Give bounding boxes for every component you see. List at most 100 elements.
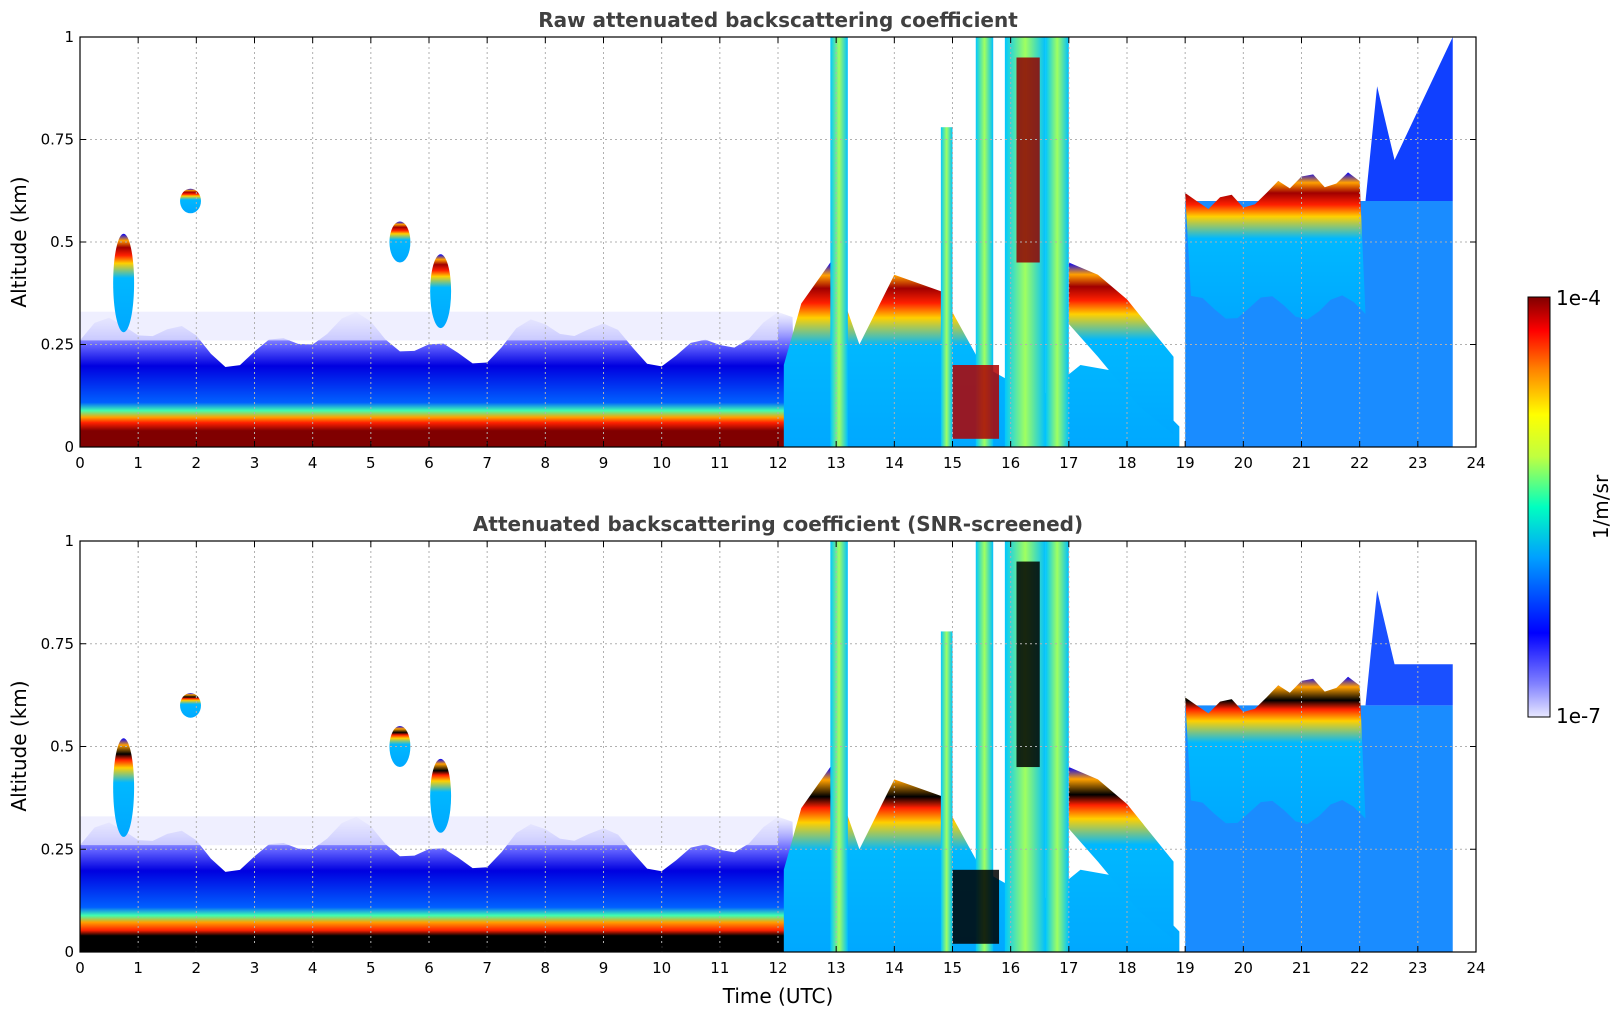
y-tick-label: 0.75 <box>41 131 74 149</box>
x-tick-labels: 0 1 2 3 4 5 6 7 8 9 10 11 12 13 14 15 16 17 18 19 20 21 22 23 24 <box>75 541 1486 977</box>
cloud-deck-mark <box>1185 676 1366 825</box>
aerosol-layer-mark <box>80 816 796 952</box>
x-tick-label: 1 <box>133 959 143 977</box>
elevated-cloud-mark <box>1068 262 1174 435</box>
plume-mark <box>430 758 452 833</box>
plume-mark <box>430 254 452 329</box>
x-tick-label: 19 <box>1176 959 1195 977</box>
x-tick-label: 22 <box>1350 454 1369 472</box>
x-tick-label: 2 <box>192 454 202 472</box>
x-tick-label: 18 <box>1117 959 1136 977</box>
chart-title: Attenuated backscattering coefficient (S… <box>473 512 1083 536</box>
x-tick-labels: 0 1 2 3 4 5 6 7 8 9 10 11 12 13 14 15 16 17 18 19 20 21 22 23 24 <box>75 37 1486 472</box>
y-tick-labels: 0 0.25 0.5 0.75 1 <box>41 532 1476 961</box>
convective-layer-mark <box>783 262 1180 447</box>
y-tick-label: 0 <box>64 943 74 961</box>
x-tick-label: 23 <box>1408 454 1427 472</box>
x-tick-label: 20 <box>1234 959 1253 977</box>
x-tick-label: 5 <box>366 959 376 977</box>
x-tick-label: 20 <box>1234 454 1253 472</box>
x-tick-label: 18 <box>1117 454 1136 472</box>
x-tick-label: 5 <box>366 454 376 472</box>
colorbar: 1e-4 1e-7 1/m/sr <box>1527 286 1613 728</box>
x-tick-label: 2 <box>192 959 202 977</box>
plume-mark <box>389 725 411 768</box>
x-tick-label: 15 <box>943 959 962 977</box>
gridlines <box>80 37 1476 447</box>
colorbar-unit-label: 1/m/sr <box>1589 474 1613 539</box>
x-tick-label: 16 <box>1001 959 1020 977</box>
y-tick-label: 0.25 <box>41 840 74 858</box>
colorbar-min-label: 1e-7 <box>1556 704 1601 728</box>
cloud-core-mark <box>952 365 1000 439</box>
y-tick-label: 0 <box>64 438 74 456</box>
x-tick-label: 9 <box>599 959 609 977</box>
x-tick-label: 4 <box>308 959 318 977</box>
x-tick-label: 3 <box>250 959 260 977</box>
x-axis-label: Time (UTC) <box>722 984 834 1008</box>
x-tick-label: 1 <box>133 454 143 472</box>
elevated-cloud-mark <box>1068 767 1174 940</box>
x-tick-label: 19 <box>1176 454 1195 472</box>
y-tick-labels: 0 0.25 0.5 0.75 1 <box>41 28 1476 456</box>
convective-layer-mark <box>783 767 1180 952</box>
x-tick-label: 24 <box>1466 454 1485 472</box>
y-tick-label: 1 <box>64 28 74 46</box>
aerosol-layer-mark <box>80 312 796 447</box>
chart-title: Raw attenuated backscattering coefficien… <box>538 8 1018 32</box>
x-tick-label: 10 <box>652 454 671 472</box>
plume-mark <box>389 221 411 263</box>
cloud-tower-mark <box>940 127 953 447</box>
x-tick-label: 11 <box>710 959 729 977</box>
x-tick-label: 17 <box>1059 959 1078 977</box>
x-tick-label: 9 <box>599 454 609 472</box>
x-tick-label: 13 <box>827 959 846 977</box>
colorbar-scale <box>1527 296 1551 718</box>
x-tick-label: 23 <box>1408 959 1427 977</box>
panel-raw-backscatter: Raw attenuated backscattering coefficien… <box>7 8 1486 472</box>
x-tick-label: 21 <box>1292 959 1311 977</box>
x-tick-label: 6 <box>424 454 434 472</box>
x-tick-label: 11 <box>710 454 729 472</box>
x-tick-label: 7 <box>482 454 492 472</box>
y-tick-label: 0.75 <box>41 635 74 653</box>
y-axis-label: Altitude (km) <box>7 176 31 307</box>
x-tick-label: 21 <box>1292 454 1311 472</box>
x-tick-label: 0 <box>75 454 85 472</box>
x-tick-label: 22 <box>1350 959 1369 977</box>
x-tick-label: 16 <box>1001 454 1020 472</box>
x-tick-label: 3 <box>250 454 260 472</box>
cloud-tower-mark <box>830 37 848 447</box>
y-tick-label: 0.5 <box>50 233 74 251</box>
residual-layer-mark <box>80 311 778 341</box>
cloud-tower-mark <box>830 541 848 952</box>
cloud-core-mark <box>952 869 1000 944</box>
plume-mark <box>113 738 135 837</box>
x-tick-label: 8 <box>541 959 551 977</box>
x-tick-label: 17 <box>1059 454 1078 472</box>
gridlines <box>80 541 1476 952</box>
x-tick-label: 12 <box>768 454 787 472</box>
y-axis-label: Altitude (km) <box>7 680 31 811</box>
x-tick-label: 10 <box>652 959 671 977</box>
x-tick-label: 4 <box>308 454 318 472</box>
cloud-core-mark <box>1016 561 1040 768</box>
x-tick-label: 13 <box>827 454 846 472</box>
x-tick-label: 14 <box>885 959 904 977</box>
x-tick-label: 8 <box>541 454 551 472</box>
panel-snr-screened-backscatter: Attenuated backscattering coefficient (S… <box>7 512 1486 1008</box>
x-tick-label: 15 <box>943 454 962 472</box>
x-tick-label: 6 <box>424 959 434 977</box>
y-tick-label: 0.25 <box>41 336 74 354</box>
y-tick-label: 0.5 <box>50 738 74 756</box>
cloud-top-mark <box>1365 590 1453 706</box>
x-tick-label: 14 <box>885 454 904 472</box>
cloud-top-mark <box>1365 37 1453 201</box>
x-tick-label: 24 <box>1466 959 1485 977</box>
cloud-tower-mark <box>940 631 953 952</box>
plume-mark <box>180 188 201 214</box>
cloud-deck-mark <box>1185 172 1366 320</box>
colorbar-max-label: 1e-4 <box>1556 286 1601 310</box>
residual-layer-mark <box>80 816 778 846</box>
